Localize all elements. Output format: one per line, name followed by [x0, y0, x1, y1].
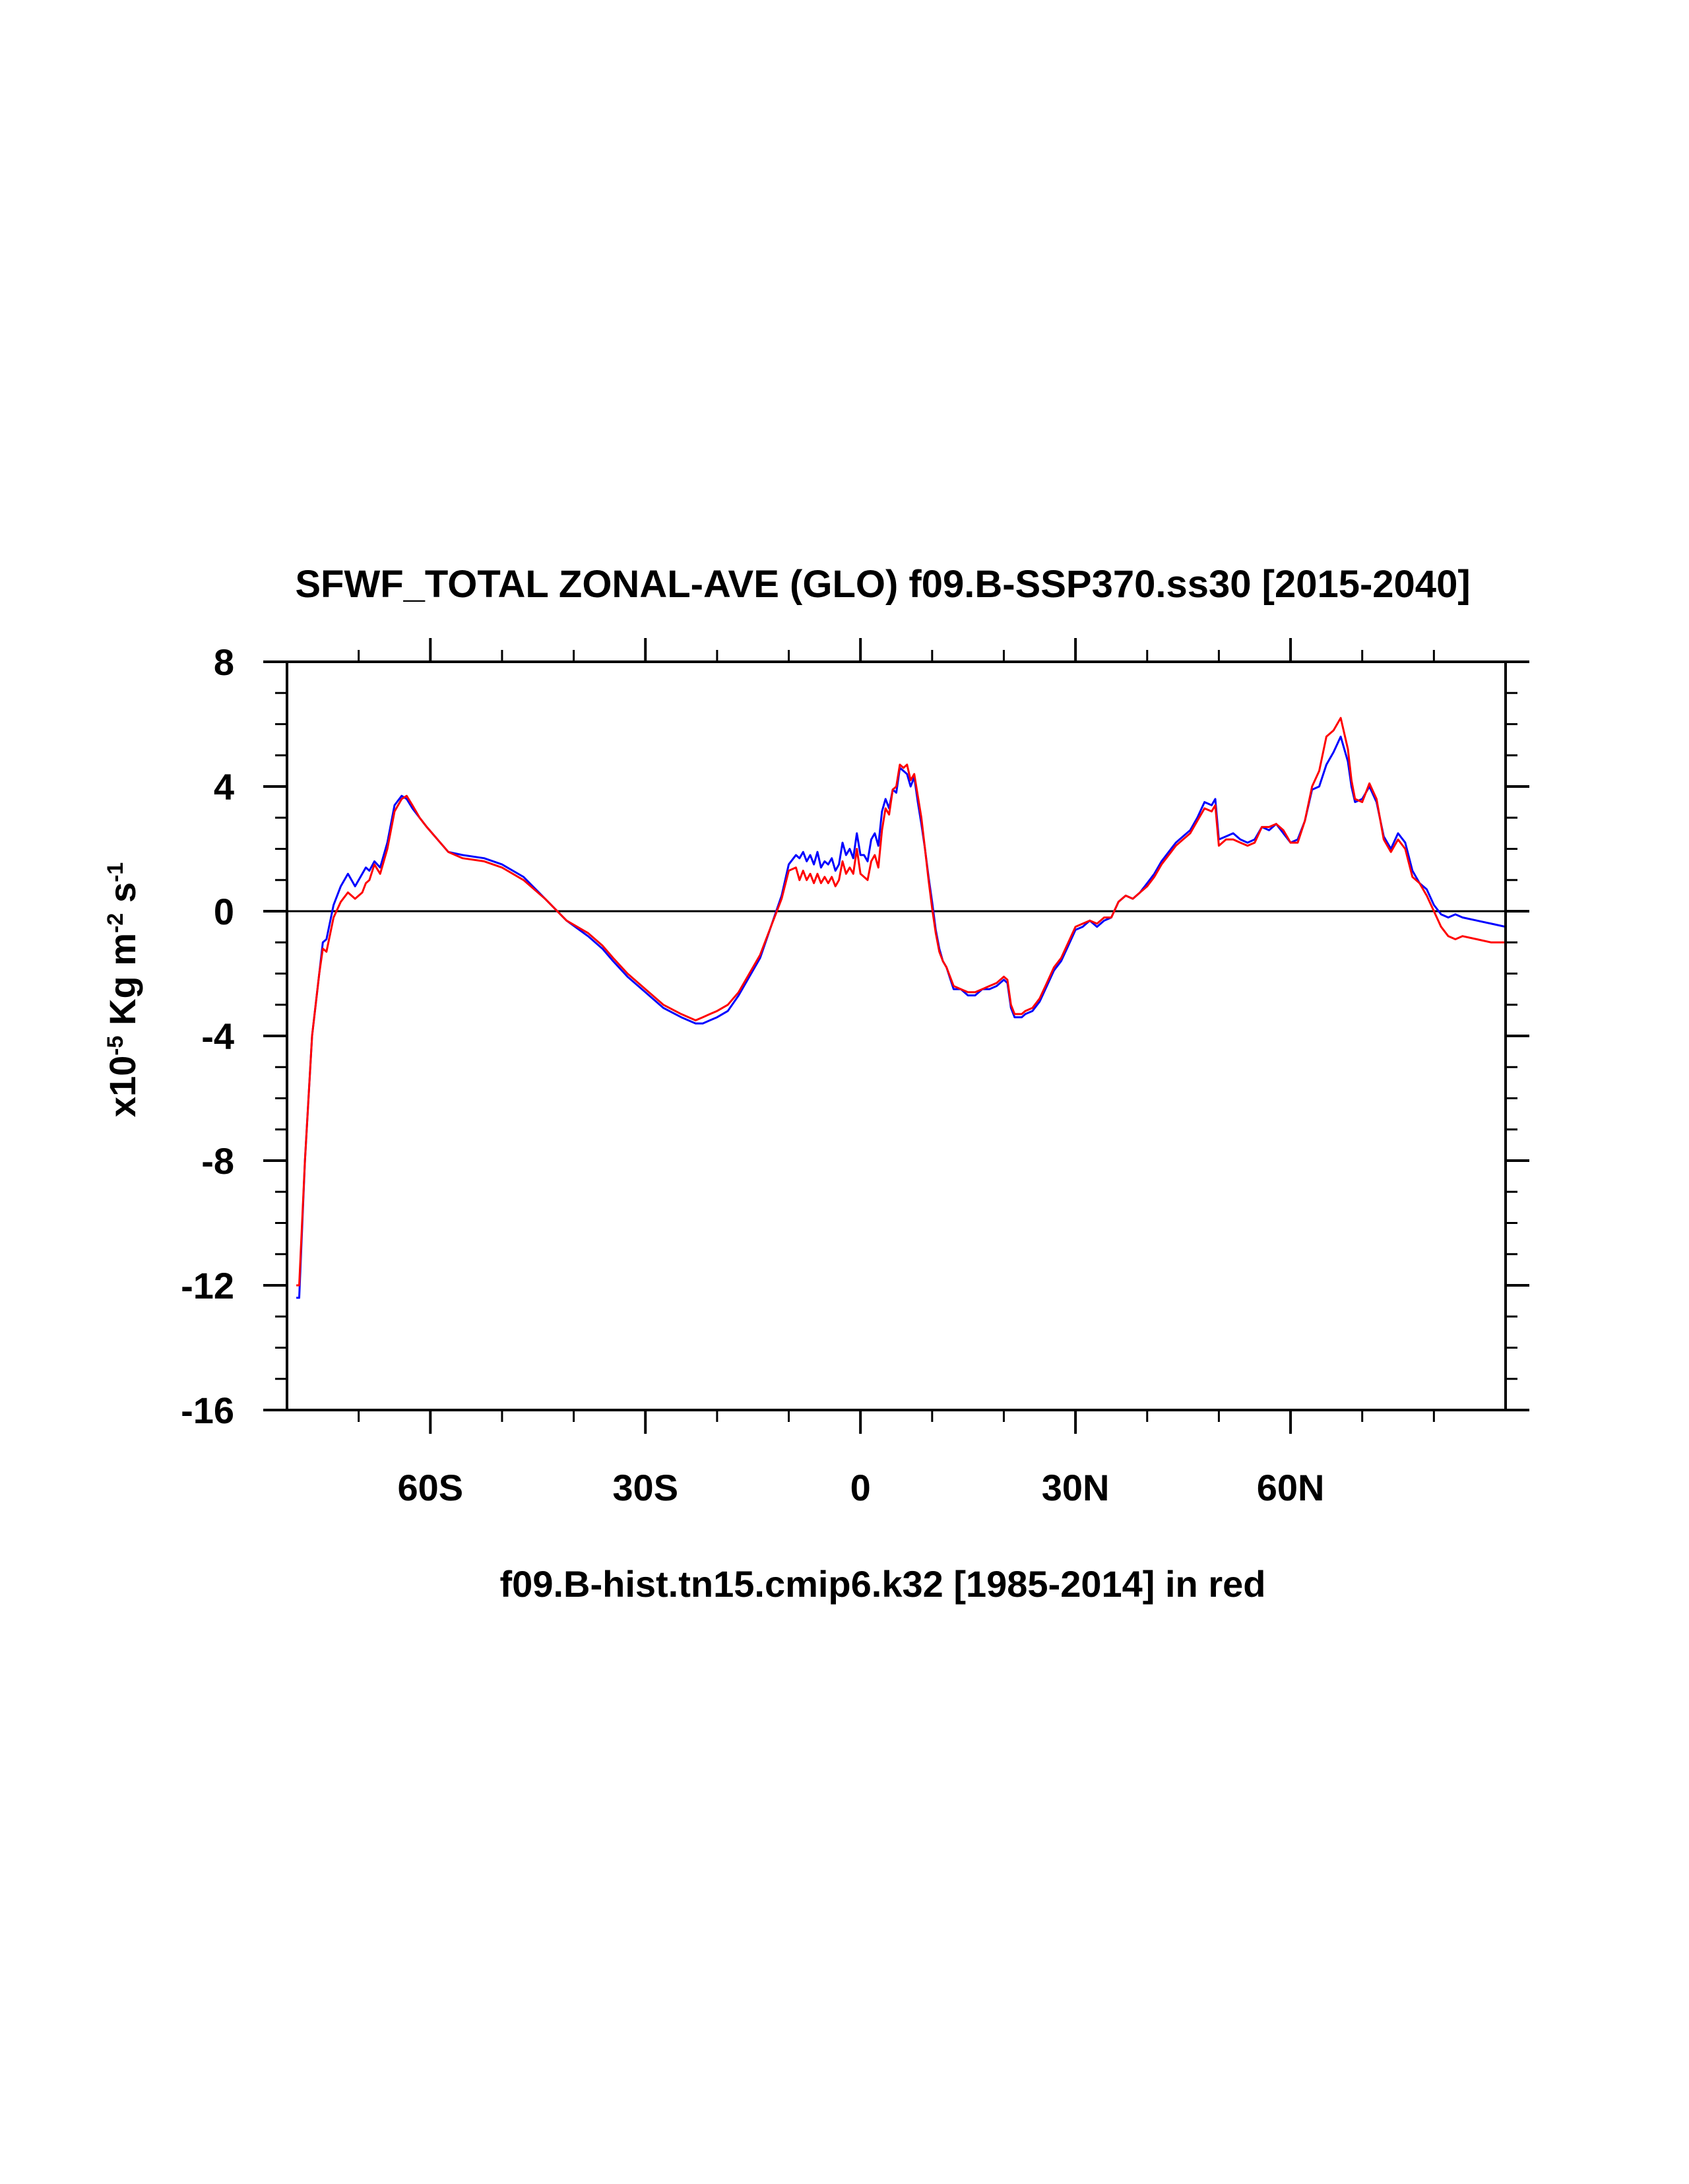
y-tick-label: 4	[214, 766, 234, 808]
y-axis-label-exponent-3: -1	[103, 862, 128, 882]
x-tick-label: 30N	[1042, 1467, 1110, 1508]
x-tick-label: 0	[850, 1467, 871, 1508]
tick-labels: 8 4 0 -4 -8 -12 -16 60S 30S 0 30N 60N	[181, 641, 1324, 1508]
x-tick-label: 30S	[612, 1467, 678, 1508]
y-axis-label-prefix: x10	[102, 1056, 143, 1117]
plot-frame	[286, 660, 1507, 1411]
x-tick-label: 60N	[1257, 1467, 1325, 1508]
y-tick-label: 0	[214, 891, 234, 932]
y-tick-label: -12	[181, 1265, 234, 1306]
y-tick-label: -4	[201, 1015, 234, 1057]
axis-ticks	[263, 638, 1529, 1434]
x-tick-label: 60S	[397, 1467, 463, 1508]
series-line-blue	[296, 735, 1506, 1299]
y-axis-label-unit-1: Kg m	[102, 933, 143, 1036]
chart-title: SFWF_TOTAL ZONAL-AVE (GLO) f09.B-SSP370.…	[295, 563, 1470, 606]
x-axis-label: f09.B-hist.tn15.cmip6.k32 [1985-2014] in…	[500, 1563, 1266, 1605]
series-layer	[296, 717, 1506, 1299]
y-axis-label: x10-5 Kg m-2 s-1	[102, 862, 143, 1117]
y-axis-label-exponent-1: -5	[103, 1036, 128, 1056]
y-tick-label: 8	[214, 641, 234, 683]
y-tick-label: -16	[181, 1390, 234, 1431]
y-tick-label: -8	[201, 1140, 234, 1182]
series-line-red	[296, 717, 1506, 1287]
y-axis-label-unit-2: s	[102, 882, 143, 913]
y-axis-label-exponent-2: -2	[103, 913, 128, 933]
